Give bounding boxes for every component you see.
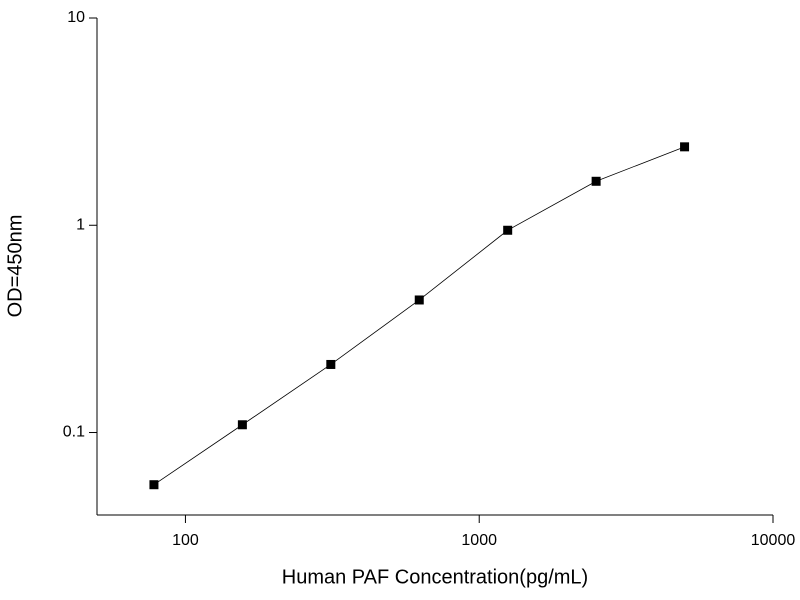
y-tick-label: 0.1 (63, 424, 85, 441)
data-point (326, 359, 336, 369)
x-tick-label: 10000 (751, 532, 796, 549)
data-point (149, 480, 159, 490)
x-axis-title: Human PAF Concentration(pg/mL) (282, 566, 588, 588)
y-tick-label: 10 (67, 9, 85, 26)
data-point (414, 295, 424, 305)
x-tick-label: 1000 (461, 532, 497, 549)
data-point (680, 142, 690, 152)
series-line (153, 146, 685, 486)
y-axis-title: OD=450nm (4, 215, 26, 318)
data-point (591, 176, 601, 186)
data-point (237, 420, 247, 430)
y-tick-label: 1 (76, 216, 85, 233)
x-tick-label: 100 (172, 532, 199, 549)
data-point (503, 225, 513, 235)
